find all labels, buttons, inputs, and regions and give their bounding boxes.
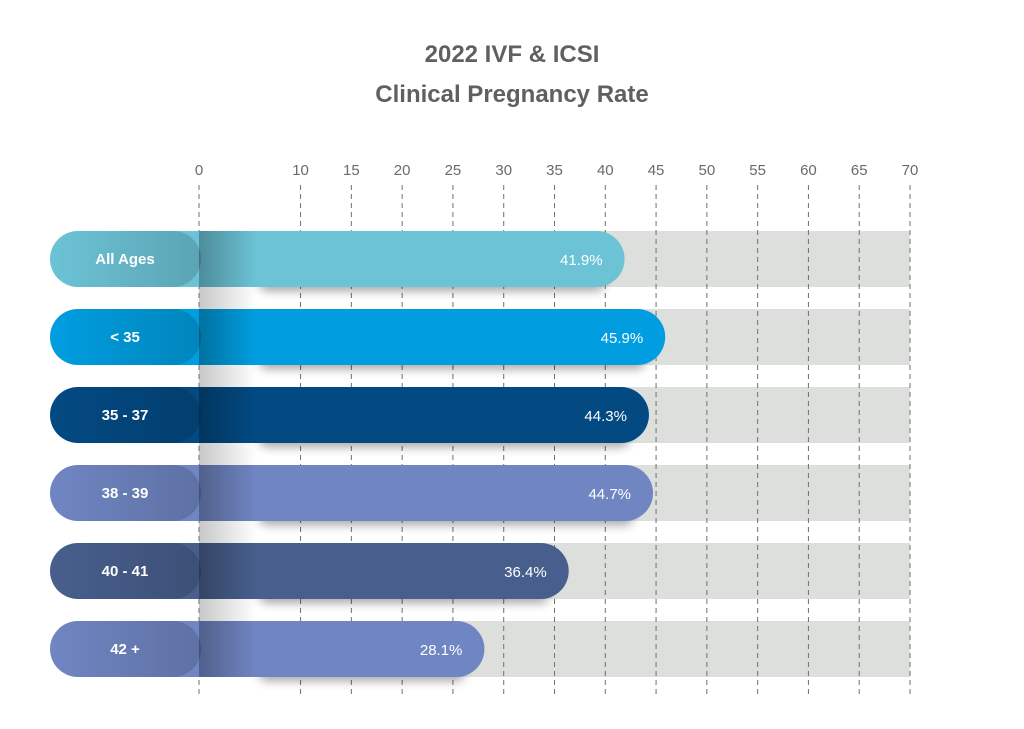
category-label: All Ages <box>95 251 154 268</box>
x-tick-label: 50 <box>699 162 716 179</box>
category-label: 42 + <box>110 641 140 658</box>
x-tick-label: 65 <box>851 162 868 179</box>
x-tick-label: 45 <box>648 162 665 179</box>
category-label: < 35 <box>110 329 140 346</box>
category-label: 38 - 39 <box>102 485 149 502</box>
gap-shadow <box>199 599 257 621</box>
bar-zero-shade <box>199 465 257 521</box>
bar-cap-shade <box>50 387 201 443</box>
bar-zero-shade <box>199 309 257 365</box>
gap-shadow <box>199 287 257 309</box>
bar-cap-shade <box>50 543 201 599</box>
value-label: 44.7% <box>588 486 631 503</box>
x-tick-label: 25 <box>445 162 462 179</box>
bars: All Ages 41.9% < 35 45.9% 35 - 37 44.3% 38 - 3… <box>50 231 666 681</box>
chart-subtitle: Clinical Pregnancy Rate <box>375 81 649 108</box>
value-label: 44.3% <box>584 408 627 425</box>
gap-shadow <box>199 443 257 465</box>
x-tick-label: 55 <box>749 162 766 179</box>
category-label: 40 - 41 <box>102 563 149 580</box>
x-tick-label: 40 <box>597 162 614 179</box>
category-label: 35 - 37 <box>102 407 149 424</box>
value-label: 28.1% <box>420 642 463 659</box>
x-tick-labels: 0 10 15 20 25 30 35 40 45 50 55 60 65 70 <box>195 162 919 179</box>
gap-shadows <box>199 287 257 621</box>
bar-cap-shade <box>50 309 201 365</box>
bar-zero-shade <box>199 621 257 677</box>
bar-zero-shade <box>199 387 257 443</box>
value-label: 45.9% <box>601 330 644 347</box>
gap-shadow <box>199 365 257 387</box>
bar-cap-shade <box>50 465 201 521</box>
x-tick-label: 70 <box>902 162 919 179</box>
bar-cap-shade <box>50 621 201 677</box>
value-label: 41.9% <box>560 252 603 269</box>
value-label: 36.4% <box>504 564 547 581</box>
x-tick-label: 30 <box>495 162 512 179</box>
x-tick-label: 10 <box>292 162 309 179</box>
chart-title: 2022 IVF & ICSI <box>424 41 600 68</box>
bar-cap-shade <box>50 231 201 287</box>
x-tick-label: 15 <box>343 162 360 179</box>
bar-zero-shade <box>199 231 257 287</box>
bar-zero-shade <box>199 543 257 599</box>
x-tick-label: 20 <box>394 162 411 179</box>
x-tick-label: 35 <box>546 162 563 179</box>
x-tick-label: 60 <box>800 162 817 179</box>
gap-shadow <box>199 521 257 543</box>
x-tick-label: 0 <box>195 162 203 179</box>
